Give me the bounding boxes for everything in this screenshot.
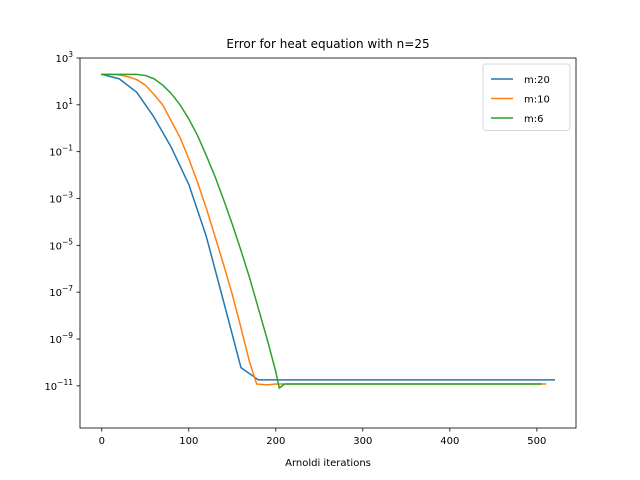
x-tick-label-4: 400: [440, 436, 459, 447]
y-tick-label-4: 10−5: [49, 237, 73, 252]
legend-box: [482, 63, 571, 131]
legend-label-1: m:10: [524, 95, 550, 106]
y-tick-label-5: 10−7: [49, 284, 73, 299]
x-axis-title: Arnoldi iterations: [285, 458, 371, 469]
x-tick-label-0: 0: [99, 436, 105, 447]
x-tick-label-1: 100: [179, 436, 198, 447]
y-tick-label-6: 10−9: [49, 331, 73, 346]
y-tick-label-2: 10−1: [49, 144, 73, 159]
y-axis-ticks: 103 101 10−1 10−3 10−5 10−7 10−9 10−11: [44, 50, 80, 393]
x-tick-label-2: 200: [266, 436, 285, 447]
chart-title: Error for heat equation with n=25: [226, 37, 429, 51]
legend-label-0: m:20: [524, 75, 550, 86]
series-line-1: [101, 73, 547, 386]
plot-lines: [100, 73, 555, 389]
x-tick-label-5: 500: [527, 436, 546, 447]
plot-frame: [79, 57, 577, 429]
legend: m:20 m:10 m:6: [482, 63, 571, 131]
x-tick-label-3: 300: [353, 436, 372, 447]
y-tick-label-3: 10−3: [49, 191, 73, 206]
y-tick-label-7: 10−11: [44, 378, 73, 393]
y-tick-label-0: 103: [55, 50, 73, 65]
y-tick-label-1: 101: [55, 97, 73, 112]
series-line-0: [100, 73, 555, 381]
legend-label-2: m:6: [524, 114, 543, 125]
x-axis-ticks: 0 100 200 300 400 500: [99, 428, 546, 447]
series-line-2: [101, 73, 542, 389]
